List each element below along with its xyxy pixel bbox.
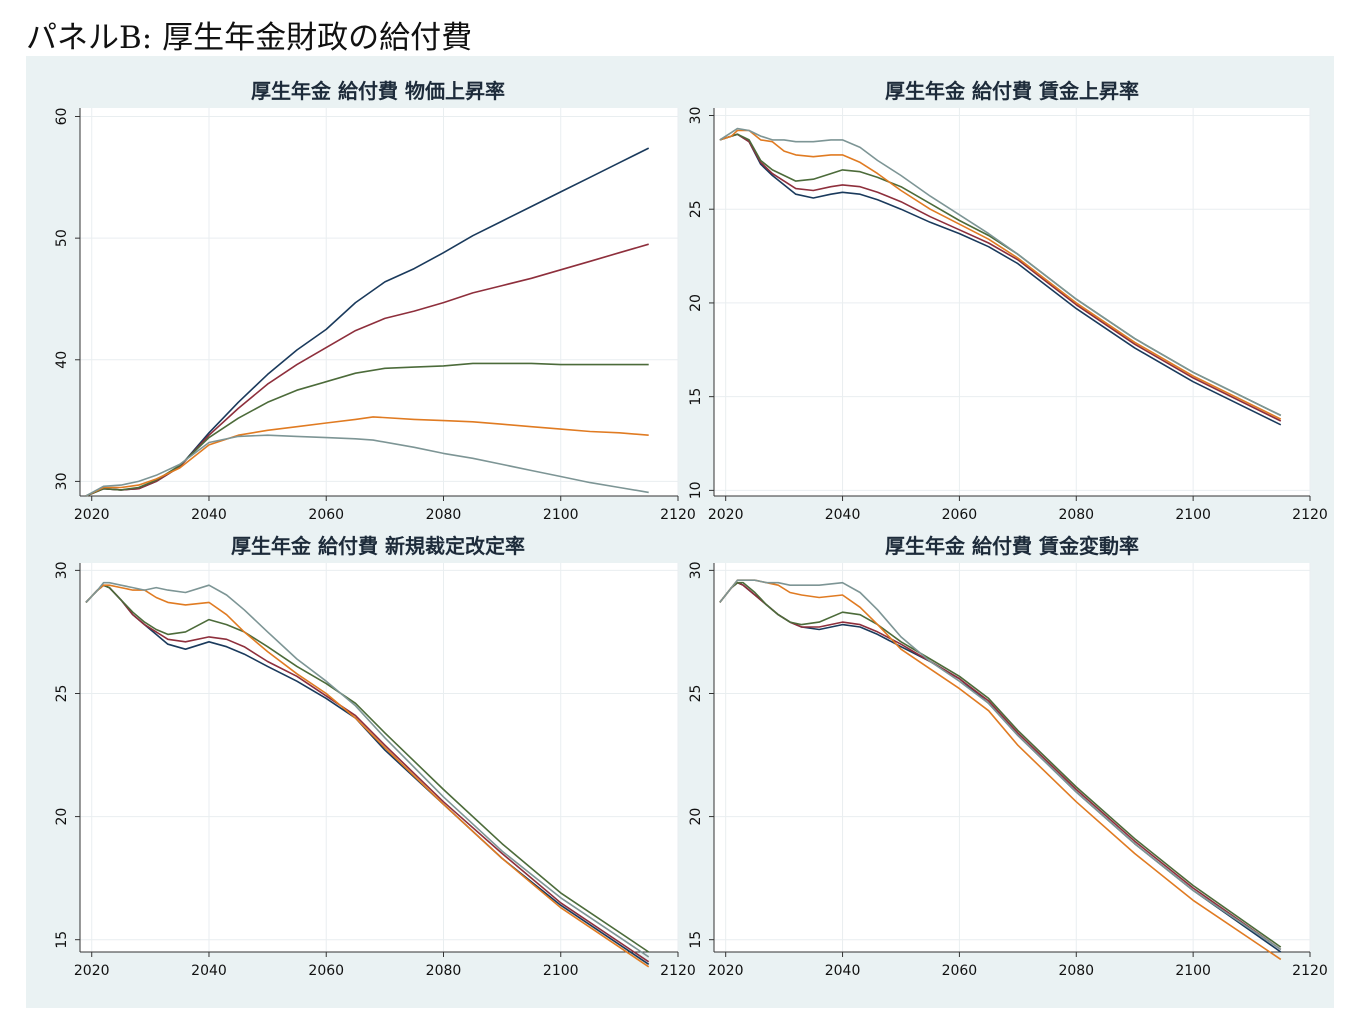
x-tick-label: 2060 [942,507,978,523]
x-tick-label: 2020 [74,963,110,979]
chart-panel-2: 2020 2040 2060 2080 2100 2120 10 15 20 25 30 厚生年金 給… [688,79,1328,523]
x-tick-label: 2060 [308,963,344,979]
x-tick-label: 2020 [74,507,110,523]
chart-title: 厚生年金 給付費 物価上昇率 [251,79,505,103]
chart-title: 厚生年金 給付費 賃金上昇率 [885,79,1139,103]
series-line-3 [85,362,649,497]
plot-area [714,108,1310,496]
chart-panel-1: 2020 2040 2060 2080 2100 2120 30 40 50 60 厚生年金 給付費… [54,79,696,523]
page-title: パネルB: 厚生年金財政の給付費 [26,20,473,56]
x-tick-label: 2040 [191,963,227,979]
plot-area [80,563,678,952]
x-tick-label: 2020 [708,507,744,523]
y-tick-label: 25 [54,685,70,703]
chart-panel-4: 2020 2040 2060 2080 2100 2120 15 20 25 30 厚生年金 給付費… [688,534,1328,979]
series-line-4 [719,129,1282,420]
plot-area [80,108,678,496]
x-tick-label: 2040 [825,963,861,979]
x-tick-label: 2120 [1292,507,1328,523]
series-line-3 [719,581,1282,948]
y-tick-label: 15 [54,931,70,949]
x-tick-label: 2040 [191,507,227,523]
x-tick-label: 2100 [1175,507,1211,523]
y-tick-label: 30 [688,561,704,579]
x-tick-label: 2120 [1292,963,1328,979]
series-line-5 [85,434,649,497]
y-tick-label: 40 [54,351,70,369]
series-line-4 [85,584,650,968]
chart-title: 厚生年金 給付費 新規裁定改定率 [231,534,525,558]
series-line-2 [719,581,1282,951]
series-line-5 [719,579,1282,951]
x-tick-label: 2100 [543,507,579,523]
chart-panel-3: 2020 2040 2060 2080 2100 2120 15 20 25 30 厚生年金 給付費… [54,534,696,979]
x-tick-label: 2060 [308,507,344,523]
y-tick-label: 50 [54,229,70,247]
series-line-4 [85,416,649,497]
x-tick-label: 2080 [1058,507,1094,523]
y-tick-label: 30 [688,107,704,125]
x-tick-label: 2060 [942,963,978,979]
x-tick-label: 2080 [426,507,462,523]
x-tick-label: 2100 [1175,963,1211,979]
series-line-2 [85,243,649,497]
series-line-5 [85,581,650,958]
y-tick-label: 15 [688,931,704,949]
x-tick-label: 2080 [1058,963,1094,979]
plot-area [714,563,1310,952]
y-tick-label: 15 [688,388,704,406]
y-tick-label: 25 [688,685,704,703]
x-tick-label: 2040 [825,507,861,523]
x-tick-label: 2080 [426,963,462,979]
chart-title: 厚生年金 給付費 賃金変動率 [885,534,1139,558]
y-tick-label: 30 [54,472,70,490]
y-tick-label: 30 [54,561,70,579]
series-line-3 [85,584,650,953]
x-tick-label: 2020 [708,963,744,979]
figure-panel: 2020 2040 2060 2080 2100 2120 30 40 50 60 厚生年金 給付費… [26,56,1334,1008]
x-tick-label: 2120 [660,507,696,523]
y-tick-label: 20 [54,808,70,826]
series-line-5 [719,127,1282,417]
x-tick-label: 2120 [660,963,696,979]
y-tick-label: 60 [54,108,70,126]
series-line-2 [719,133,1282,422]
y-tick-label: 10 [688,481,704,499]
x-tick-label: 2100 [543,963,579,979]
y-tick-label: 20 [688,808,704,826]
y-tick-label: 25 [688,200,704,218]
y-tick-label: 20 [688,294,704,312]
